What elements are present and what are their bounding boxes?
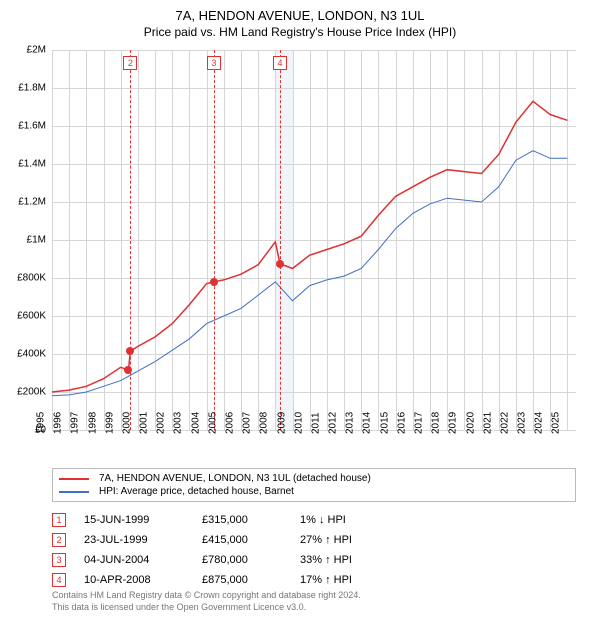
transaction-price: £875,000 xyxy=(202,574,282,586)
transaction-diff: 17% ↑ HPI xyxy=(300,574,400,586)
transaction-date: 10-APR-2008 xyxy=(84,574,184,586)
transaction-date: 04-JUN-2004 xyxy=(84,554,184,566)
legend-item: HPI: Average price, detached house, Barn… xyxy=(59,485,569,498)
transaction-row: 3 04-JUN-2004 £780,000 33% ↑ HPI xyxy=(52,550,576,570)
legend-swatch xyxy=(59,478,89,480)
x-axis-label: 2021 xyxy=(482,412,493,434)
transaction-row: 1 15-JUN-1999 £315,000 1% ↓ HPI xyxy=(52,510,576,530)
transaction-row: 2 23-JUL-1999 £415,000 27% ↑ HPI xyxy=(52,530,576,550)
legend-label: 7A, HENDON AVENUE, LONDON, N3 1UL (detac… xyxy=(99,473,371,484)
plot-area: 234 £0£200K£400K£600K£800K£1M£1.2M£1.4M£… xyxy=(52,50,576,430)
transaction-number: 1 xyxy=(52,513,66,527)
transaction-price: £315,000 xyxy=(202,514,282,526)
x-axis-label: 2015 xyxy=(379,412,390,434)
transaction-price: £415,000 xyxy=(202,534,282,546)
transaction-diff: 27% ↑ HPI xyxy=(300,534,400,546)
x-axis-label: 2008 xyxy=(259,412,270,434)
legend-swatch xyxy=(59,491,89,493)
marker-vline xyxy=(280,50,281,430)
transaction-number: 2 xyxy=(52,533,66,547)
chart-title: 7A, HENDON AVENUE, LONDON, N3 1UL xyxy=(0,0,600,23)
x-axis-label: 2022 xyxy=(499,412,510,434)
data-point xyxy=(124,366,132,374)
data-point xyxy=(210,278,218,286)
x-axis-label: 2004 xyxy=(190,412,201,434)
x-axis-label: 2018 xyxy=(431,412,442,434)
x-axis-label: 1998 xyxy=(87,412,98,434)
transaction-number: 3 xyxy=(52,553,66,567)
x-axis-label: 2016 xyxy=(396,412,407,434)
transaction-date: 15-JUN-1999 xyxy=(84,514,184,526)
transaction-number: 4 xyxy=(52,573,66,587)
y-axis-label: £2M xyxy=(27,45,46,56)
transaction-date: 23-JUL-1999 xyxy=(84,534,184,546)
footer-line: Contains HM Land Registry data © Crown c… xyxy=(52,590,361,602)
transaction-price: £780,000 xyxy=(202,554,282,566)
x-axis-label: 2024 xyxy=(534,412,545,434)
transaction-diff: 1% ↓ HPI xyxy=(300,514,400,526)
marker-vline xyxy=(214,50,215,430)
legend-box: 7A, HENDON AVENUE, LONDON, N3 1UL (detac… xyxy=(52,468,576,502)
legend-label: HPI: Average price, detached house, Barn… xyxy=(99,486,294,497)
y-axis-label: £1.2M xyxy=(18,197,46,208)
x-axis-label: 2002 xyxy=(156,412,167,434)
x-axis-label: 1995 xyxy=(36,412,47,434)
chart-container: 7A, HENDON AVENUE, LONDON, N3 1UL Price … xyxy=(0,0,600,620)
x-axis-label: 2017 xyxy=(413,412,424,434)
x-axis-label: 2025 xyxy=(551,412,562,434)
marker-number-box: 2 xyxy=(123,56,137,70)
x-axis-label: 1999 xyxy=(104,412,115,434)
x-axis-label: 2020 xyxy=(465,412,476,434)
x-axis-label: 2009 xyxy=(276,412,287,434)
x-axis-label: 2019 xyxy=(448,412,459,434)
data-point xyxy=(126,347,134,355)
y-axis-label: £1.8M xyxy=(18,83,46,94)
chart-subtitle: Price paid vs. HM Land Registry's House … xyxy=(0,23,600,39)
y-axis-label: £200K xyxy=(17,387,46,398)
marker-number-box: 3 xyxy=(207,56,221,70)
x-axis-label: 2013 xyxy=(345,412,356,434)
data-point xyxy=(276,260,284,268)
y-axis-label: £1M xyxy=(27,235,46,246)
x-axis-label: 2003 xyxy=(173,412,184,434)
x-axis-label: 1997 xyxy=(70,412,81,434)
x-axis-label: 2014 xyxy=(362,412,373,434)
x-axis-label: 2007 xyxy=(242,412,253,434)
x-axis-label: 2011 xyxy=(310,412,321,434)
transactions-table: 1 15-JUN-1999 £315,000 1% ↓ HPI 2 23-JUL-1999… xyxy=(52,510,576,590)
y-axis-label: £400K xyxy=(17,349,46,360)
y-axis-label: £1.4M xyxy=(18,159,46,170)
y-axis-label: £800K xyxy=(17,273,46,284)
y-axis-label: £1.6M xyxy=(18,121,46,132)
marker-number-box: 4 xyxy=(273,56,287,70)
x-axis-label: 2006 xyxy=(224,412,235,434)
attribution-footer: Contains HM Land Registry data © Crown c… xyxy=(52,590,361,613)
x-axis-label: 2000 xyxy=(121,412,132,434)
x-axis-label: 2012 xyxy=(328,412,339,434)
x-axis-label: 2023 xyxy=(517,412,528,434)
y-axis-label: £600K xyxy=(17,311,46,322)
footer-line: This data is licensed under the Open Gov… xyxy=(52,602,361,614)
transaction-row: 4 10-APR-2008 £875,000 17% ↑ HPI xyxy=(52,570,576,590)
x-axis-label: 2010 xyxy=(293,412,304,434)
x-axis-label: 2001 xyxy=(139,412,150,434)
x-axis-label: 2005 xyxy=(207,412,218,434)
x-axis-label: 1996 xyxy=(53,412,64,434)
legend-item: 7A, HENDON AVENUE, LONDON, N3 1UL (detac… xyxy=(59,472,569,485)
transaction-diff: 33% ↑ HPI xyxy=(300,554,400,566)
